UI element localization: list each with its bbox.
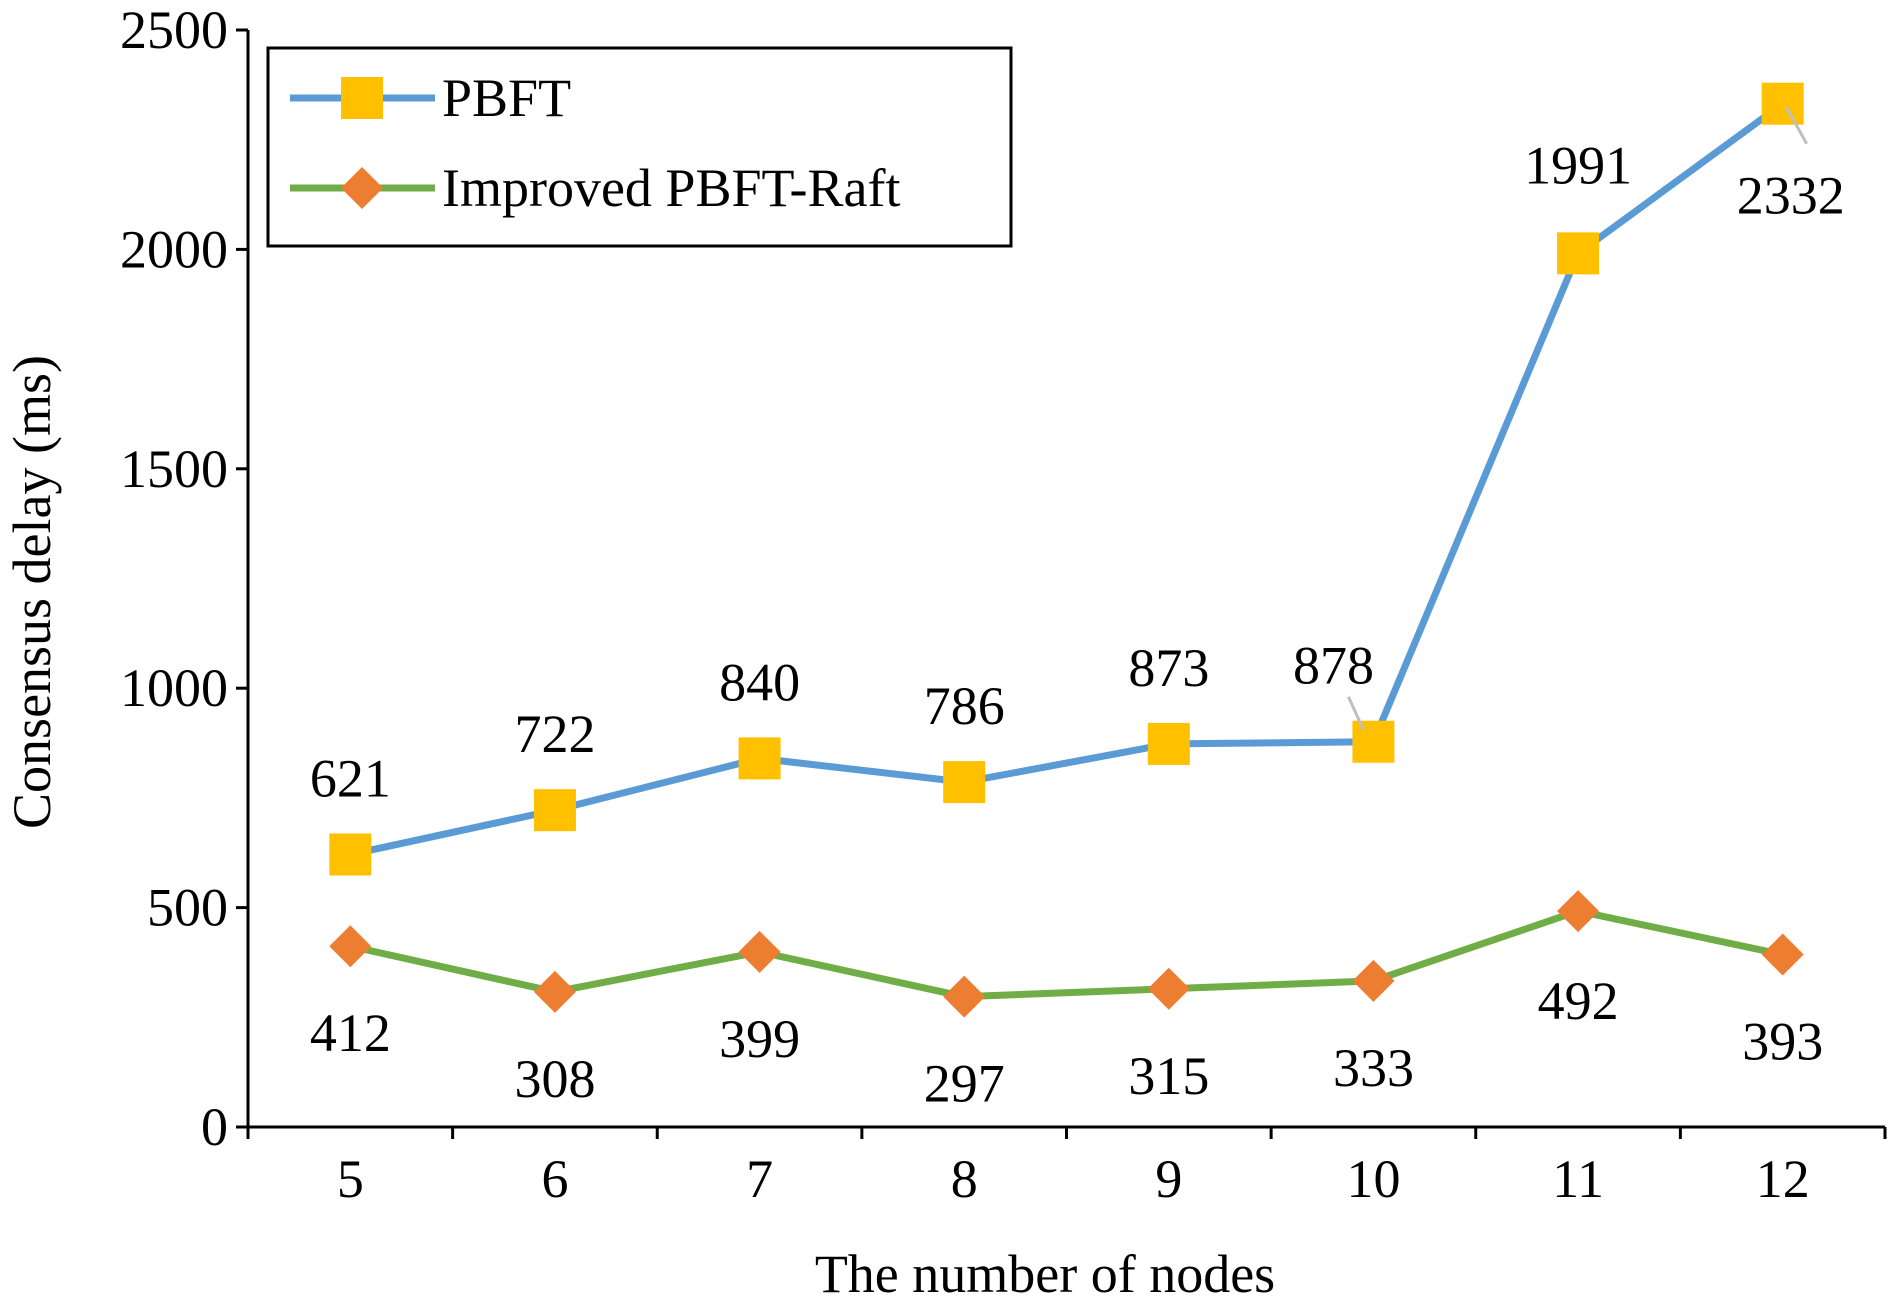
data-label: 297	[924, 1054, 1005, 1114]
data-point	[1352, 959, 1395, 1002]
data-label: 1991	[1524, 135, 1632, 195]
y-tick-label: 2000	[120, 219, 228, 279]
legend-marker	[341, 167, 383, 209]
legend-label: PBFT	[442, 68, 571, 128]
y-tick-label: 2500	[120, 0, 228, 60]
x-axis-title: The number of nodes	[815, 1244, 1275, 1304]
series-line	[349, 100, 1785, 858]
data-point	[943, 975, 986, 1018]
y-tick-label: 500	[147, 878, 228, 938]
y-tick-label: 1500	[120, 439, 228, 499]
data-point	[1352, 720, 1395, 763]
data-point	[1147, 967, 1190, 1010]
x-tick-label: 8	[951, 1149, 978, 1209]
legend-label: Improved PBFT-Raft	[442, 158, 901, 218]
legend-item: Improved PBFT-Raft	[290, 158, 901, 218]
y-tick-label: 1000	[120, 658, 228, 718]
data-point	[329, 925, 372, 968]
data-labels: 621 722 840 786 873 878 1991 2332 412 308 399 297 31…	[310, 106, 1845, 1114]
y-axis-title: Consensus delay (ms)	[2, 355, 62, 829]
leader-line	[1785, 106, 1808, 145]
data-label: 399	[719, 1009, 800, 1069]
data-point	[329, 833, 372, 876]
y-tick-label: 0	[201, 1097, 228, 1157]
data-label: 621	[310, 749, 391, 809]
data-label: 308	[514, 1049, 595, 1109]
series-1	[329, 82, 1804, 876]
legend-marker	[341, 77, 383, 119]
series-2	[329, 890, 1804, 1018]
x-tick-label: 11	[1552, 1149, 1604, 1209]
series-line	[349, 907, 1784, 1001]
data-point	[1761, 82, 1804, 125]
legend: PBFT Improved PBFT-Raft	[266, 46, 1013, 248]
data-point	[1761, 933, 1804, 976]
data-label: 873	[1128, 638, 1209, 698]
x-tick-label: 12	[1756, 1149, 1810, 1209]
data-label: 786	[924, 676, 1005, 736]
data-point	[533, 970, 576, 1013]
data-label: 878	[1293, 636, 1374, 696]
data-label: 333	[1333, 1038, 1414, 1098]
data-point	[943, 761, 986, 804]
plot-area	[329, 82, 1804, 1018]
x-tick-label: 10	[1346, 1149, 1400, 1209]
data-label: 412	[310, 1003, 391, 1063]
data-point	[533, 789, 576, 832]
data-point	[1557, 232, 1600, 275]
data-label: 393	[1742, 1012, 1823, 1072]
data-point	[738, 930, 781, 973]
data-label: 492	[1538, 971, 1619, 1031]
data-label: 840	[719, 652, 800, 712]
x-tick-label: 5	[337, 1149, 364, 1209]
data-label: 315	[1128, 1046, 1209, 1106]
axes: 0 500 1000 1500 2000 2500 5 6 7 8 9 10 11 12	[120, 0, 1887, 1209]
x-tick-label: 9	[1155, 1149, 1182, 1209]
x-tick-label: 6	[541, 1149, 568, 1209]
data-point	[1147, 722, 1190, 765]
data-point	[1557, 890, 1600, 933]
data-label: 2332	[1737, 166, 1845, 226]
x-tick-label: 7	[746, 1149, 773, 1209]
legend-item: PBFT	[290, 68, 571, 128]
legend-box	[266, 46, 1013, 248]
leader-line	[1347, 696, 1365, 731]
data-point	[738, 737, 781, 780]
data-label: 722	[514, 704, 595, 764]
